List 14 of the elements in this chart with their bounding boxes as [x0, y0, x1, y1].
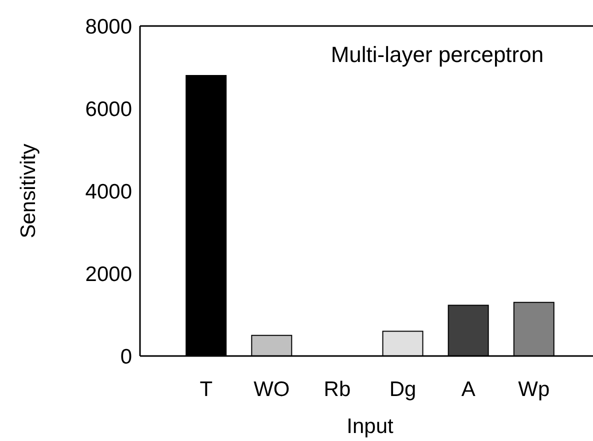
x-tick-label: A — [461, 378, 476, 401]
x-tick-label: Dg — [389, 378, 416, 401]
y-tick-label: 4000 — [85, 180, 132, 204]
y-tick-label: 0 — [120, 345, 132, 368]
y-tick-label: 2000 — [85, 262, 132, 286]
y-axis-title: Sensitivity — [17, 143, 40, 238]
x-tick-label: WO — [254, 378, 290, 401]
text: Multi-layer perceptron — [330, 42, 544, 67]
x-axis-title: Input — [346, 415, 394, 438]
x-tick-label: Wp — [518, 378, 550, 401]
x-tick-label: Rb — [324, 378, 351, 401]
x-tick-label: T — [200, 378, 213, 401]
y-tick-label: 8000 — [85, 15, 132, 38]
y-tick-label: 6000 — [85, 98, 132, 121]
